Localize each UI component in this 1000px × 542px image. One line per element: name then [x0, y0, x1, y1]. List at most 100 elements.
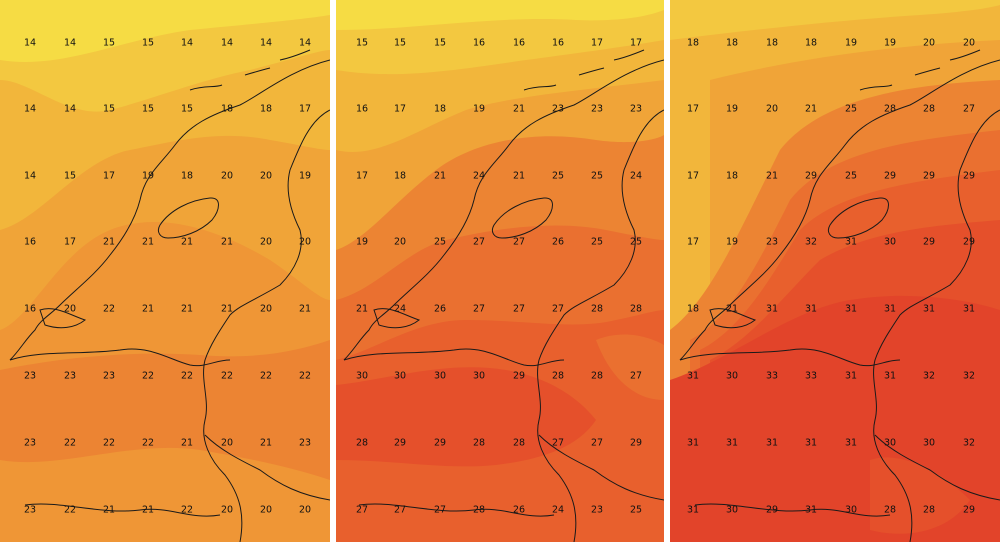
- grid-label: 27: [472, 303, 486, 315]
- grid-label: 20: [259, 170, 273, 182]
- grid-label: 31: [844, 236, 858, 248]
- grid-label: 25: [629, 504, 643, 516]
- grid-label: 21: [259, 437, 273, 449]
- grid-label: 18: [393, 170, 407, 182]
- grid-label: 22: [298, 370, 312, 382]
- grid-label: 14: [63, 37, 77, 49]
- grid-label: 23: [23, 437, 37, 449]
- grid-label: 20: [63, 303, 77, 315]
- grid-label: 30: [725, 370, 739, 382]
- grid-label: 18: [725, 170, 739, 182]
- grid-label: 31: [725, 437, 739, 449]
- grid-label: 31: [686, 370, 700, 382]
- grid-label: 25: [433, 236, 447, 248]
- grid-label: 19: [883, 37, 897, 49]
- grid-label: 33: [804, 370, 818, 382]
- grid-label: 21: [102, 236, 116, 248]
- grid-label: 26: [512, 504, 526, 516]
- grid-label: 23: [23, 370, 37, 382]
- grid-label: 17: [63, 236, 77, 248]
- grid-label: 17: [102, 170, 116, 182]
- grid-label: 27: [590, 437, 604, 449]
- grid-label: 21: [512, 103, 526, 115]
- grid-label: 18: [804, 37, 818, 49]
- grid-label: 30: [844, 504, 858, 516]
- grid-label: 21: [512, 170, 526, 182]
- grid-label: 20: [220, 504, 234, 516]
- grid-label: 31: [804, 303, 818, 315]
- grid-label: 21: [298, 303, 312, 315]
- grid-label: 32: [804, 236, 818, 248]
- grid-label: 14: [23, 103, 37, 115]
- grid-label: 30: [355, 370, 369, 382]
- grid-label: 21: [102, 504, 116, 516]
- grid-label: 20: [259, 303, 273, 315]
- grid-label: 29: [765, 504, 779, 516]
- grid-label: 18: [180, 170, 194, 182]
- grid-label: 19: [298, 170, 312, 182]
- grid-label: 15: [180, 103, 194, 115]
- grid-label: 31: [804, 504, 818, 516]
- grid-label: 27: [629, 370, 643, 382]
- grid-label: 33: [765, 370, 779, 382]
- grid-label: 14: [220, 37, 234, 49]
- grid-label: 32: [962, 370, 976, 382]
- grid-label: 23: [765, 236, 779, 248]
- grid-label: 15: [433, 37, 447, 49]
- grid-label: 21: [220, 236, 234, 248]
- grid-label: 28: [355, 437, 369, 449]
- grid-label: 29: [629, 437, 643, 449]
- grid-label: 25: [590, 170, 604, 182]
- grid-label: 18: [686, 303, 700, 315]
- grid-label: 21: [725, 303, 739, 315]
- grid-label: 32: [962, 437, 976, 449]
- grid-label: 17: [393, 103, 407, 115]
- grid-label: 18: [725, 37, 739, 49]
- grid-label: 20: [962, 37, 976, 49]
- grid-label: 18: [433, 103, 447, 115]
- grid-label: 22: [180, 370, 194, 382]
- grid-label: 18: [765, 37, 779, 49]
- map-panel-2: 15 15 15 16 16 16 17 17 16 17 18 19 21 2…: [336, 0, 664, 542]
- grid-label: 31: [883, 303, 897, 315]
- grid-label: 19: [355, 236, 369, 248]
- grid-label: 15: [141, 37, 155, 49]
- grid-label: 30: [433, 370, 447, 382]
- grid-label: 28: [883, 504, 897, 516]
- grid-label: 30: [922, 437, 936, 449]
- grid-label: 20: [298, 236, 312, 248]
- grid-label: 25: [629, 236, 643, 248]
- grid-label: 29: [804, 170, 818, 182]
- temperature-map-svg-3: [670, 0, 1000, 542]
- grid-label: 17: [629, 37, 643, 49]
- grid-label: 21: [141, 236, 155, 248]
- grid-label: 26: [433, 303, 447, 315]
- grid-label: 31: [804, 437, 818, 449]
- grid-label: 15: [355, 37, 369, 49]
- grid-label: 31: [686, 504, 700, 516]
- grid-label: 24: [472, 170, 486, 182]
- grid-label: 21: [433, 170, 447, 182]
- grid-label: 15: [141, 103, 155, 115]
- grid-label: 28: [629, 303, 643, 315]
- grid-label: 28: [590, 303, 604, 315]
- grid-label: 22: [141, 370, 155, 382]
- grid-label: 28: [551, 370, 565, 382]
- grid-label: 20: [922, 37, 936, 49]
- grid-label: 31: [844, 370, 858, 382]
- grid-label: 25: [844, 103, 858, 115]
- grid-label: 31: [883, 370, 897, 382]
- grid-label: 30: [883, 437, 897, 449]
- grid-label: 28: [472, 437, 486, 449]
- grid-label: 22: [220, 370, 234, 382]
- grid-label: 27: [551, 437, 565, 449]
- grid-label: 21: [355, 303, 369, 315]
- grid-label: 16: [551, 37, 565, 49]
- grid-label: 27: [393, 504, 407, 516]
- grid-label: 16: [355, 103, 369, 115]
- grid-label: 28: [590, 370, 604, 382]
- grid-label: 30: [883, 236, 897, 248]
- grid-label: 20: [298, 504, 312, 516]
- grid-label: 29: [922, 170, 936, 182]
- grid-label: 23: [63, 370, 77, 382]
